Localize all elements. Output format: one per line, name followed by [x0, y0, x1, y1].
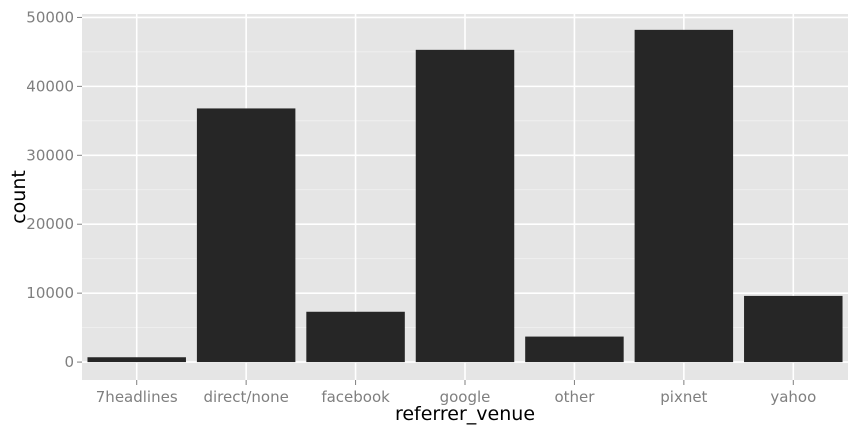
- bars: [87, 29, 843, 363]
- y-tick-label: 0: [64, 353, 74, 371]
- x-tick-label: facebook: [321, 388, 390, 406]
- bar-yahoo: [744, 295, 843, 363]
- x-tick-label: google: [440, 388, 491, 406]
- x-tick-label: direct/none: [203, 388, 288, 406]
- y-axis-title: count: [8, 170, 30, 224]
- y-tick-label: 50000: [26, 8, 74, 26]
- bar-other: [525, 336, 624, 363]
- x-axis-ticks: 7headlines direct/none facebook google other…: [96, 380, 816, 406]
- bar-google: [415, 49, 515, 363]
- y-tick-label: 20000: [26, 215, 74, 233]
- y-tick-label: 10000: [26, 284, 74, 302]
- y-tick-label: 40000: [26, 77, 74, 95]
- x-tick-label: other: [554, 388, 595, 406]
- bar-facebook: [306, 311, 405, 363]
- y-axis-ticks: 0 10000 20000 30000 40000 50000: [26, 8, 82, 371]
- x-tick-label: yahoo: [770, 388, 816, 406]
- x-tick-label: pixnet: [660, 388, 707, 406]
- bar-pixnet: [634, 29, 734, 363]
- x-axis-title: referrer_venue: [395, 403, 535, 425]
- y-tick-label: 30000: [26, 146, 74, 164]
- bar-7headlines: [87, 357, 186, 363]
- x-tick-label: 7headlines: [96, 388, 178, 406]
- bar-direct-none: [196, 108, 296, 363]
